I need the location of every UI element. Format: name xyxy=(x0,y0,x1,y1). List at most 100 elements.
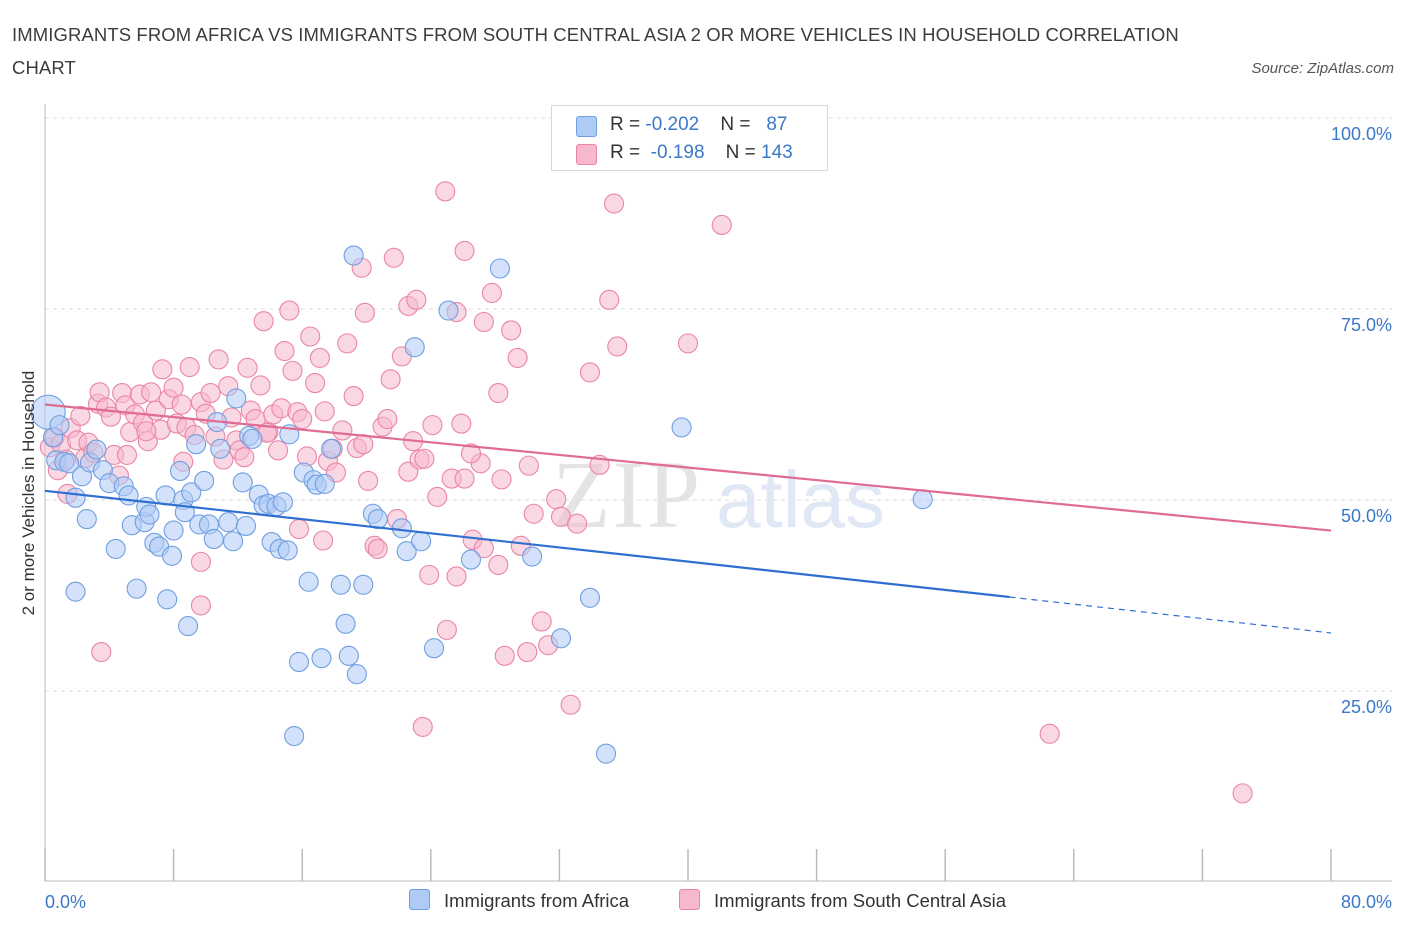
data-point xyxy=(354,302,375,323)
data-point xyxy=(292,408,313,430)
data-point xyxy=(274,340,295,362)
data-point xyxy=(76,509,97,530)
data-point xyxy=(208,349,229,370)
data-point xyxy=(451,413,472,434)
data-point xyxy=(912,489,933,510)
data-point xyxy=(194,470,215,491)
data-point xyxy=(49,415,70,436)
data-point xyxy=(311,648,332,669)
data-point xyxy=(163,520,184,541)
data-point xyxy=(411,531,432,552)
data-point xyxy=(489,258,510,279)
data-point xyxy=(152,359,173,380)
bottom-legend-africa: Immigrants from Africa xyxy=(409,889,629,912)
data-point xyxy=(300,326,321,347)
data-point xyxy=(268,440,289,461)
data-point xyxy=(383,247,404,268)
data-point xyxy=(186,434,207,455)
y-axis-label: 2 or more Vehicles in Household xyxy=(19,370,38,616)
data-point xyxy=(136,421,157,442)
data-point xyxy=(517,641,538,663)
data-point xyxy=(436,619,457,640)
data-point xyxy=(298,571,319,592)
data-point xyxy=(488,554,509,575)
trend-lines xyxy=(44,403,1332,634)
data-point xyxy=(235,515,256,537)
data-point xyxy=(560,694,581,715)
data-point xyxy=(171,394,192,415)
bottom-legend-label-south-central-asia: Immigrants from South Central Asia xyxy=(714,890,1006,911)
data-point xyxy=(314,401,335,422)
data-point xyxy=(396,541,417,562)
chart-title: IMMIGRANTS FROM AFRICA VS IMMIGRANTS FRO… xyxy=(12,24,1179,78)
data-point xyxy=(161,545,183,566)
data-point xyxy=(567,513,588,534)
data-point xyxy=(126,578,147,599)
data-point xyxy=(178,616,199,637)
data-point xyxy=(481,282,502,304)
data-point xyxy=(200,382,221,404)
data-point xyxy=(314,473,335,495)
watermark-atlas: atlas xyxy=(716,455,885,544)
data-point xyxy=(531,611,552,632)
data-point xyxy=(181,482,202,503)
y-tick-label: 25.0% xyxy=(1341,697,1392,717)
legend-n-label: N = xyxy=(720,114,756,135)
data-point xyxy=(1232,783,1253,804)
data-point xyxy=(438,300,459,321)
data-point xyxy=(579,362,600,383)
data-point xyxy=(343,245,364,266)
data-point xyxy=(242,428,263,449)
data-point xyxy=(579,587,600,608)
data-point xyxy=(253,311,274,332)
x-tick-label: 0.0% xyxy=(45,892,86,912)
data-point xyxy=(604,193,625,214)
data-point xyxy=(423,638,445,659)
data-point xyxy=(203,528,224,550)
data-point xyxy=(279,300,300,321)
data-point xyxy=(288,651,310,673)
data-point xyxy=(234,447,255,468)
bottom-legend-south-central-asia: Immigrants from South Central Asia xyxy=(679,889,1006,912)
axes xyxy=(44,104,1392,882)
data-point xyxy=(313,530,334,551)
data-point xyxy=(141,382,162,403)
data-point xyxy=(501,320,522,341)
legend-n-value: 143 xyxy=(761,142,793,163)
trend-line-south-central-asia xyxy=(44,403,1332,532)
data-point xyxy=(237,357,258,378)
data-point xyxy=(59,453,80,474)
data-point xyxy=(309,347,330,368)
data-point xyxy=(358,470,379,491)
data-point xyxy=(460,443,482,464)
data-point xyxy=(282,360,303,381)
data-point xyxy=(404,337,425,358)
data-point xyxy=(335,613,356,634)
data-point xyxy=(391,518,412,539)
data-point xyxy=(218,512,239,533)
legend-r-value: -0.202 xyxy=(645,114,700,135)
tick-labels: 25.0% 50.0% 75.0% 100.0% 0.0% 80.0% xyxy=(45,124,1392,912)
data-point xyxy=(284,726,305,747)
data-point xyxy=(330,574,351,595)
data-point xyxy=(277,540,298,561)
data-point xyxy=(599,289,620,310)
data-point xyxy=(550,628,572,649)
legend-r-label: R = xyxy=(610,114,646,135)
data-point xyxy=(116,444,138,465)
data-point xyxy=(367,509,388,530)
data-point xyxy=(446,566,467,587)
data-point xyxy=(250,375,271,396)
data-point xyxy=(435,181,456,202)
data-point xyxy=(671,417,692,438)
legend-swatch-south-central-asia xyxy=(576,144,597,165)
data-point xyxy=(377,408,398,430)
data-point xyxy=(353,434,374,455)
data-point xyxy=(190,595,211,616)
data-point xyxy=(427,486,448,507)
data-point xyxy=(507,347,528,368)
data-point xyxy=(190,551,211,572)
source-label: Source: ZipAtlas.com xyxy=(1251,60,1394,77)
y-tick-label: 75.0% xyxy=(1341,315,1392,335)
